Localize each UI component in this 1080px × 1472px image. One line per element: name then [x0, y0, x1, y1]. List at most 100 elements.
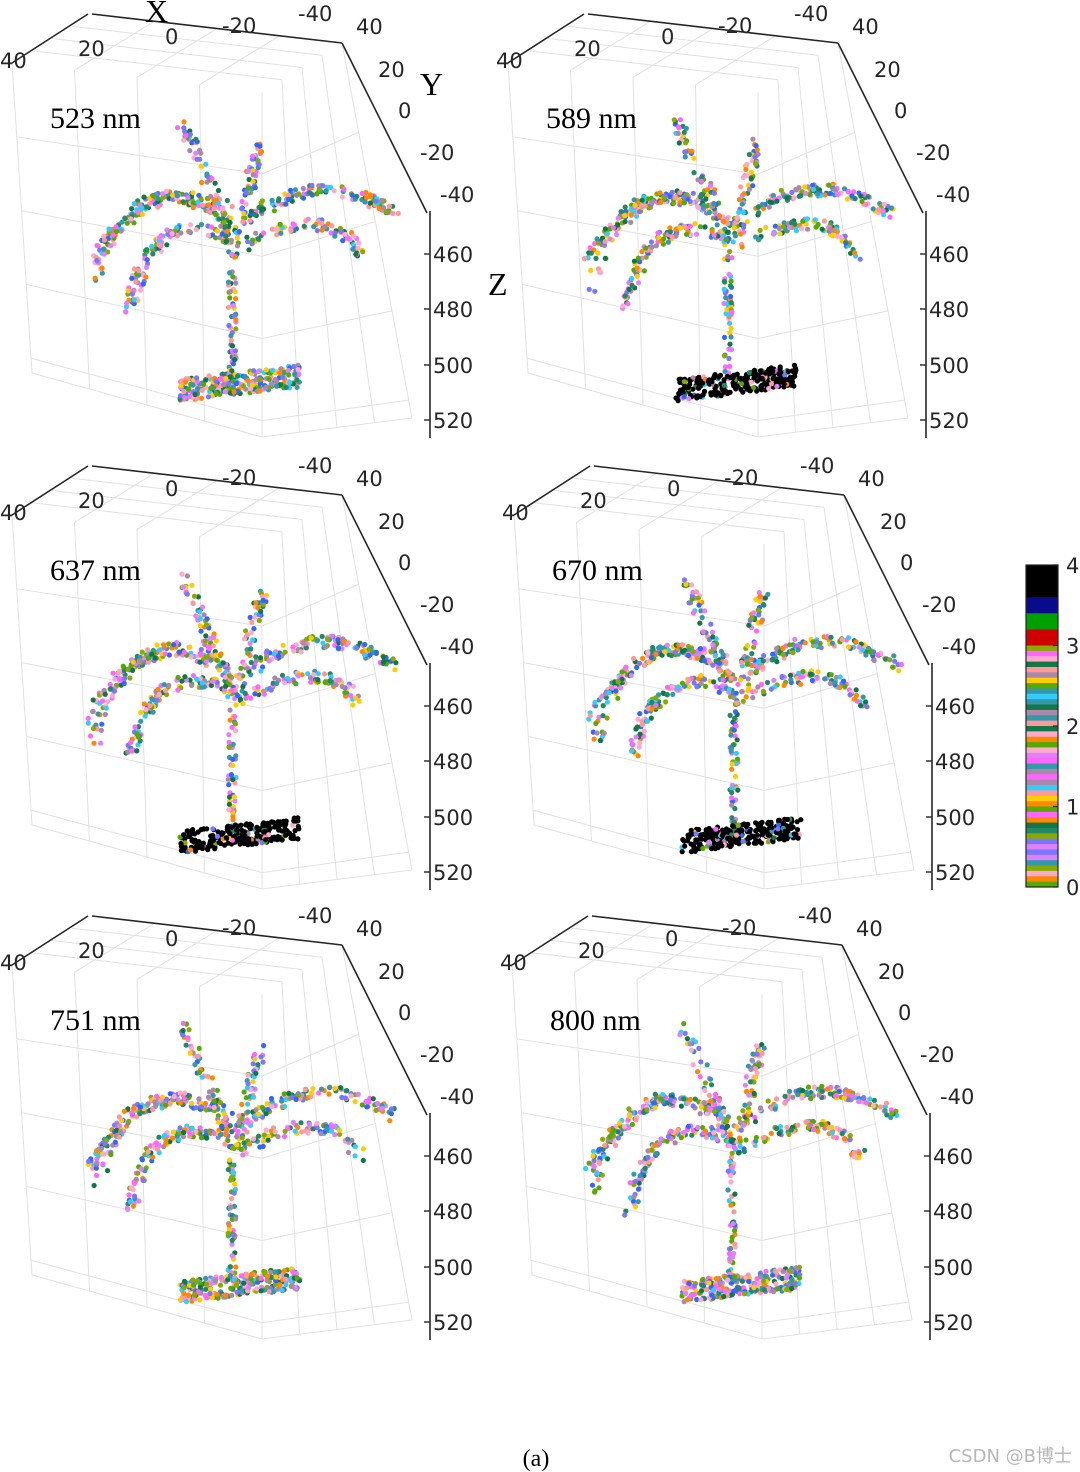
data-point — [359, 649, 365, 655]
data-point — [197, 1297, 203, 1303]
data-point — [314, 1120, 320, 1126]
data-point — [275, 1134, 281, 1140]
data-point — [102, 1141, 108, 1147]
data-point — [721, 218, 727, 225]
data-point — [759, 201, 765, 207]
data-point — [736, 209, 742, 215]
data-point — [292, 372, 298, 378]
data-point — [753, 143, 759, 149]
data-point — [760, 658, 766, 664]
data-point — [876, 206, 882, 212]
data-point — [760, 689, 767, 695]
data-point — [189, 1045, 195, 1051]
data-point — [696, 826, 702, 833]
data-point — [681, 200, 687, 206]
data-point — [746, 186, 753, 192]
data-point — [631, 1171, 637, 1177]
data-point — [588, 250, 594, 256]
data-point — [263, 384, 269, 390]
x-tick-label: 20 — [78, 939, 105, 963]
data-point — [684, 385, 690, 391]
data-point — [350, 702, 356, 708]
data-point — [193, 227, 199, 233]
data-point — [242, 373, 248, 380]
data-point — [322, 224, 328, 230]
data-point — [586, 1160, 592, 1166]
data-point — [293, 1285, 299, 1291]
data-point — [590, 1153, 596, 1159]
data-point — [239, 1115, 245, 1122]
data-point — [688, 841, 694, 847]
data-point — [771, 231, 777, 237]
data-point — [217, 1132, 224, 1138]
data-point — [112, 1139, 118, 1145]
data-point — [187, 1050, 193, 1056]
data-point — [760, 205, 767, 212]
data-point — [266, 658, 272, 664]
data-point — [847, 692, 853, 698]
data-point — [197, 659, 203, 665]
data-point — [797, 674, 804, 680]
data-point — [112, 676, 118, 682]
data-point — [851, 696, 857, 702]
data-point — [234, 836, 240, 842]
data-point — [290, 221, 296, 227]
data-point — [898, 661, 904, 668]
y-tick-label: 40 — [856, 917, 883, 941]
data-point — [248, 646, 254, 652]
data-point — [233, 1216, 239, 1222]
data-point — [721, 278, 727, 284]
data-point — [125, 288, 131, 294]
data-point — [229, 343, 236, 349]
data-point — [595, 250, 601, 256]
data-point — [197, 147, 203, 153]
data-point — [94, 242, 100, 249]
data-point — [181, 1278, 188, 1284]
data-point — [94, 1160, 100, 1166]
data-point — [339, 194, 345, 200]
data-point — [748, 169, 754, 175]
data-point — [784, 195, 790, 201]
data-point — [131, 201, 137, 207]
data-point — [144, 647, 151, 653]
data-point — [664, 692, 670, 698]
data-point — [360, 249, 366, 255]
data-point — [196, 1045, 202, 1051]
data-point — [271, 836, 278, 842]
data-point — [740, 838, 746, 845]
data-point — [231, 794, 237, 800]
data-point — [217, 235, 223, 241]
data-point — [791, 362, 798, 368]
data-point — [187, 847, 194, 853]
data-point — [702, 224, 708, 230]
data-point — [223, 389, 229, 395]
data-point — [202, 638, 209, 644]
data-point — [203, 622, 210, 628]
data-point — [236, 675, 242, 681]
data-point — [691, 845, 697, 851]
data-point — [124, 1205, 130, 1211]
data-point — [253, 600, 259, 606]
data-point — [786, 225, 792, 231]
data-point — [784, 816, 790, 823]
data-point — [316, 186, 322, 192]
data-point — [252, 1051, 258, 1057]
data-point — [247, 826, 253, 832]
z-tick-label: 480 — [433, 298, 473, 322]
data-point — [277, 221, 283, 227]
data-point — [610, 1127, 616, 1133]
y-tick-label: 40 — [356, 467, 383, 491]
data-point — [226, 801, 232, 807]
data-point — [295, 823, 301, 830]
data-point — [697, 1111, 703, 1117]
panel-title: 670 nm — [552, 554, 643, 587]
data-point — [130, 1203, 136, 1209]
data-point — [711, 375, 717, 381]
data-point — [780, 645, 786, 651]
data-point — [856, 644, 862, 650]
data-point — [675, 130, 681, 136]
data-point — [600, 703, 606, 709]
data-point — [768, 686, 774, 692]
data-point — [187, 1131, 193, 1137]
